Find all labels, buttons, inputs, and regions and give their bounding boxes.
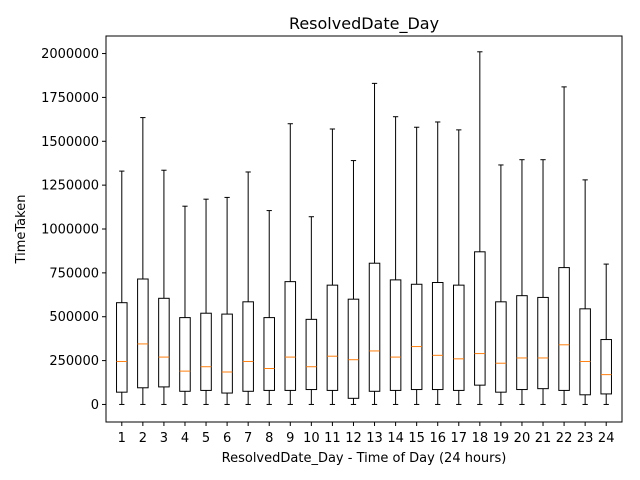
box-iqr bbox=[474, 251, 486, 386]
plot-frame bbox=[105, 35, 623, 423]
y-tick-label: 1000000 bbox=[41, 223, 99, 238]
x-tick-label: 18 bbox=[472, 431, 489, 446]
x-axis-ticks: 1 2 3 4 5 6 7 8 9 10 11 12 13 14 15 16 17 18 19 20 21 22 23 24 bbox=[118, 422, 615, 446]
box-iqr bbox=[263, 317, 275, 391]
box-19 bbox=[495, 164, 507, 405]
box-iqr bbox=[600, 339, 612, 395]
box-5 bbox=[200, 198, 212, 405]
y-axis-label: TimeTaken bbox=[14, 195, 29, 265]
x-tick-label: 17 bbox=[451, 431, 468, 446]
box-8 bbox=[263, 210, 275, 405]
box-22 bbox=[558, 86, 570, 405]
box-iqr bbox=[347, 298, 360, 399]
box-10 bbox=[305, 216, 318, 405]
x-tick-label: 3 bbox=[160, 431, 168, 446]
x-tick-label: 14 bbox=[387, 431, 404, 446]
x-tick-label: 8 bbox=[265, 431, 273, 446]
x-tick-label: 16 bbox=[429, 431, 446, 446]
box-4 bbox=[179, 205, 191, 405]
x-tick-label: 12 bbox=[345, 431, 362, 446]
box-iqr bbox=[368, 262, 381, 392]
x-tick-label: 2 bbox=[139, 431, 147, 446]
box-21 bbox=[537, 159, 549, 405]
box-iqr bbox=[137, 278, 149, 389]
box-iqr bbox=[410, 283, 423, 391]
box-iqr bbox=[558, 267, 570, 391]
box-20 bbox=[516, 159, 528, 405]
x-tick-label: 22 bbox=[556, 431, 573, 446]
x-tick-label: 15 bbox=[408, 431, 425, 446]
box-iqr bbox=[579, 308, 591, 396]
box-group bbox=[116, 51, 612, 405]
x-tick-label: 1 bbox=[118, 431, 126, 446]
box-iqr bbox=[495, 301, 507, 393]
y-tick-label: 1750000 bbox=[41, 91, 99, 106]
box-13 bbox=[368, 82, 381, 405]
y-tick-label: 750000 bbox=[49, 266, 99, 281]
box-3 bbox=[158, 169, 170, 405]
x-tick-label: 7 bbox=[244, 431, 252, 446]
box-7 bbox=[242, 171, 254, 405]
box-1 bbox=[116, 170, 128, 405]
box-6 bbox=[221, 196, 233, 405]
box-17 bbox=[453, 129, 465, 405]
box-16 bbox=[431, 121, 444, 405]
x-tick-label: 23 bbox=[577, 431, 594, 446]
box-14 bbox=[389, 116, 402, 405]
x-tick-label: 9 bbox=[286, 431, 294, 446]
x-tick-label: 24 bbox=[598, 431, 615, 446]
box-11 bbox=[326, 128, 339, 405]
y-tick-label: 1250000 bbox=[41, 179, 99, 194]
box-iqr bbox=[305, 318, 318, 391]
x-axis-label: ResolvedDate_Day - Time of Day (24 hours… bbox=[222, 451, 507, 466]
box-iqr bbox=[242, 301, 254, 392]
y-tick-label: 2000000 bbox=[41, 47, 99, 62]
y-tick-label: 250000 bbox=[49, 354, 99, 369]
box-iqr bbox=[516, 295, 528, 391]
y-tick-label: 500000 bbox=[49, 310, 99, 325]
x-tick-label: 13 bbox=[366, 431, 383, 446]
box-iqr bbox=[158, 297, 170, 388]
box-iqr bbox=[326, 284, 339, 391]
box-iqr bbox=[431, 282, 444, 391]
y-tick-label: 0 bbox=[91, 398, 99, 413]
box-15 bbox=[410, 126, 423, 405]
box-iqr bbox=[453, 284, 465, 391]
box-12 bbox=[347, 160, 360, 405]
y-axis-ticks: 0 250000 500000 750000 1000000 1250000 1500000… bbox=[41, 47, 106, 413]
x-tick-label: 21 bbox=[535, 431, 552, 446]
box-iqr bbox=[284, 281, 297, 391]
box-iqr bbox=[200, 312, 212, 391]
box-iqr bbox=[116, 302, 128, 393]
x-tick-label: 4 bbox=[181, 431, 189, 446]
x-tick-label: 5 bbox=[202, 431, 210, 446]
box-9 bbox=[284, 123, 297, 405]
y-tick-label: 1500000 bbox=[41, 135, 99, 150]
chart-title: ResolvedDate_Day bbox=[289, 14, 439, 34]
x-tick-label: 10 bbox=[303, 431, 320, 446]
box-iqr bbox=[179, 317, 191, 392]
box-iqr bbox=[221, 313, 233, 394]
box-iqr bbox=[537, 296, 549, 390]
box-23 bbox=[579, 179, 591, 405]
x-tick-label: 19 bbox=[493, 431, 510, 446]
x-tick-label: 11 bbox=[324, 431, 341, 446]
box-iqr bbox=[389, 279, 402, 391]
box-18 bbox=[474, 51, 486, 405]
x-tick-label: 6 bbox=[223, 431, 231, 446]
box-2 bbox=[137, 117, 149, 405]
x-tick-label: 20 bbox=[514, 431, 531, 446]
box-24 bbox=[600, 263, 612, 405]
